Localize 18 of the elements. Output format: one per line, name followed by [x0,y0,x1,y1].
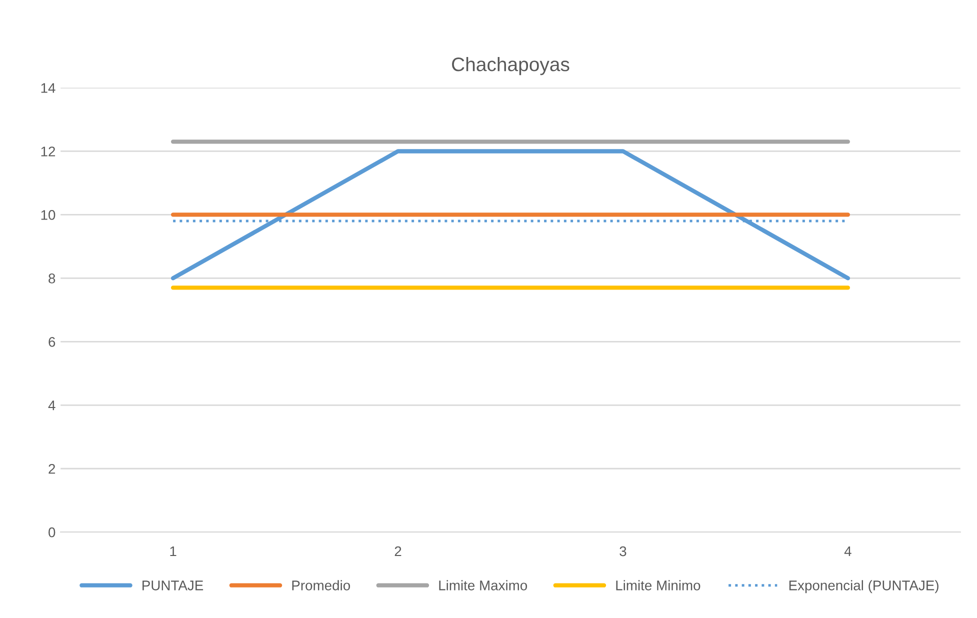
x-tick-label: 4 [844,546,852,556]
legend-label: Promedio [292,580,350,590]
legend-label: Limite Maximo [439,580,528,590]
y-tick-label: 6 [48,337,56,347]
x-tick-label: 1 [170,546,176,556]
legend-label: PUNTAJE [142,580,204,590]
x-tick-label: 3 [620,546,626,556]
y-tick-label: 4 [48,400,56,410]
y-tick-label: 8 [48,274,56,284]
y-tick-label: 10 [41,210,56,220]
y-tick-label: 14 [41,83,56,93]
chart-title: Chachapoyas [452,57,570,76]
y-tick-label: 0 [48,527,56,538]
legend-label: Limite Minimo [616,580,700,590]
x-tick-label: 2 [394,546,402,556]
y-tick-label: 12 [41,146,56,156]
legend-label: Exponencial (PUNTAJE) [789,580,938,594]
y-tick-label: 2 [48,464,56,474]
